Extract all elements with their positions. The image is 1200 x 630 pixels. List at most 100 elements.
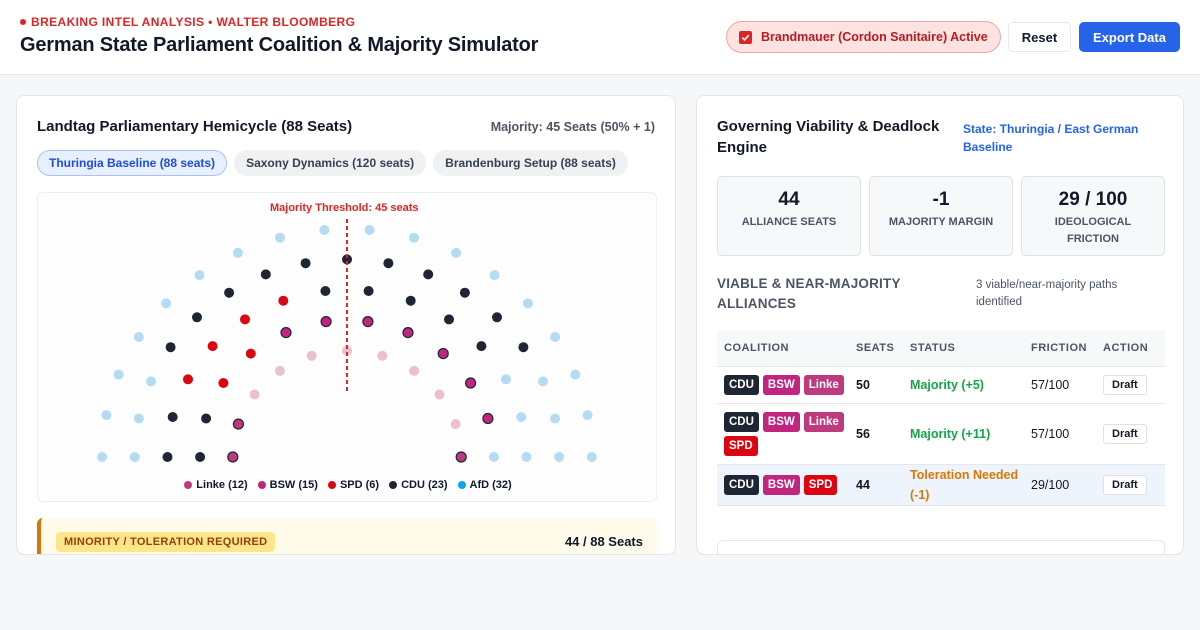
seat-dot: [501, 374, 511, 385]
tab-brandenburg[interactable]: Brandenburg Setup (88 seats): [433, 150, 628, 176]
legend-item: AfD (32): [457, 479, 512, 491]
legend-item: BSW (15): [257, 479, 318, 491]
checkbox-checked-icon[interactable]: [739, 30, 752, 44]
seat-dot: [450, 419, 461, 430]
alliances-table: COALITION SEATS STATUS FRICTION ACTION C…: [717, 330, 1165, 506]
legend-label: SPD (6): [339, 479, 380, 491]
seat-dot: [423, 269, 434, 280]
legend-dot-icon: [389, 481, 398, 489]
seat-dot: [444, 314, 454, 325]
seat-dot: [275, 232, 285, 243]
draft-button[interactable]: Draft: [1103, 474, 1147, 495]
party-pill: CDU: [724, 474, 759, 495]
stat-alliance-seats: 44 ALLIANCE SEATS: [717, 176, 861, 256]
party-pill: Linke: [803, 374, 844, 395]
tab-thuringia[interactable]: Thuringia Baseline (88 seats): [37, 150, 228, 176]
seat-dot: [207, 341, 218, 352]
seat-dot: [101, 410, 112, 421]
toleration-seats: 44 / 88 Seats: [564, 534, 643, 549]
eyebrow: BREAKING INTEL ANALYSIS • WALTER BLOOMBE…: [20, 15, 355, 29]
seat-dot: [434, 389, 445, 400]
seat-dot: [195, 452, 206, 462]
action-cell: Draft: [1103, 464, 1165, 506]
col-seats: SEATS: [856, 330, 910, 367]
seat-dot: [218, 378, 229, 388]
seat-dot: [437, 348, 449, 360]
friction-cell: 57/100: [1031, 403, 1103, 465]
legend-item: CDU (23): [389, 479, 448, 491]
seat-dot: [300, 258, 311, 269]
col-status: STATUS: [910, 330, 1031, 367]
seat-dot: [306, 350, 317, 361]
seat-dot: [522, 298, 533, 309]
stat-value: 44: [778, 189, 800, 210]
status-text: Majority (+11): [910, 426, 991, 441]
seat-dot: [320, 286, 331, 296]
app-title: German State Parliament Coalition & Majo…: [20, 34, 539, 56]
seat-dot: [319, 225, 330, 235]
seat-dot: [521, 452, 532, 462]
seat-dot: [167, 412, 178, 422]
viability-panel: Governing Viability & Deadlock Engine St…: [696, 95, 1184, 555]
seat-dot: [488, 452, 499, 462]
stat-label: ALLIANCE SEATS: [741, 216, 837, 228]
majority-text: Majority: 45 Seats (50% + 1): [490, 120, 655, 134]
seat-dot: [570, 369, 581, 380]
alliances-count: 3 viable/near-majority paths identified: [976, 279, 1118, 308]
seat-dot: [278, 295, 289, 306]
stat-ideological-friction: 29 / 100 IDEOLOGICAL FRICTION: [1021, 176, 1165, 256]
status-cell: Toleration Needed (-1): [910, 464, 1031, 506]
seat-dot: [476, 341, 487, 352]
next-card: [717, 540, 1165, 554]
seat-dot: [582, 410, 593, 421]
reset-button[interactable]: Reset: [1008, 22, 1071, 52]
seat-dot: [280, 327, 292, 339]
stat-value: -1: [932, 189, 950, 210]
seat-dot: [405, 295, 416, 306]
party-pill: BSW: [762, 411, 800, 432]
seats-cell: 56: [856, 403, 910, 465]
live-dot-icon: [20, 19, 26, 25]
table-header-row: COALITION SEATS STATUS FRICTION ACTION: [717, 330, 1165, 367]
seat-dot: [342, 345, 352, 356]
viability-title: Governing Viability & Deadlock Engine: [717, 118, 940, 156]
stat-cards: 44 ALLIANCE SEATS -1 MAJORITY MARGIN 29 …: [717, 176, 1165, 256]
draft-button[interactable]: Draft: [1103, 423, 1147, 444]
seat-dot: [455, 451, 467, 463]
seat-dot: [465, 377, 477, 389]
seat-dot: [194, 270, 205, 281]
legend-dot-icon: [457, 481, 466, 489]
status-text: Toleration Needed (-1): [910, 467, 1019, 502]
legend-label: AfD (32): [469, 479, 512, 491]
hemicycle-title: Landtag Parliamentary Hemicycle (88 Seat…: [37, 118, 353, 135]
seat-dot: [550, 332, 561, 342]
seat-dot: [554, 452, 565, 462]
brandmauer-toggle[interactable]: Brandmauer (Cordon Sanitaire) Active: [726, 21, 1001, 53]
legend-dot-icon: [327, 481, 336, 489]
seats-cell: 44: [856, 464, 910, 506]
legend-item: SPD (6): [327, 479, 380, 491]
friction-cell: 57/100: [1031, 366, 1103, 404]
seat-dot: [586, 452, 597, 462]
export-data-button[interactable]: Export Data: [1079, 22, 1180, 52]
draft-button[interactable]: Draft: [1103, 374, 1147, 395]
seat-dot: [240, 314, 250, 325]
seat-dot: [409, 232, 419, 243]
state-label: State: Thuringia / East German Baseline: [963, 122, 1139, 154]
tab-saxony[interactable]: Saxony Dynamics (120 seats): [234, 150, 427, 176]
hemicycle-svg: [97, 219, 597, 463]
party-pill: BSW: [762, 474, 800, 495]
alliances-body: CDU BSW Linke 50 Majority (+5) 57/100 Draft CDU…: [717, 366, 1165, 506]
seat-dot: [364, 225, 375, 235]
seat-dot: [362, 316, 374, 328]
stat-label: IDEOLOGICAL FRICTION: [1054, 216, 1132, 245]
seat-dot: [146, 376, 156, 387]
col-coalition: COALITION: [717, 330, 856, 367]
seat-dot: [232, 247, 243, 258]
seat-dot: [489, 270, 500, 281]
col-action: ACTION: [1103, 330, 1165, 367]
toleration-callout: MINORITY / TOLERATION REQUIRED 44 / 88 S…: [37, 518, 657, 554]
seat-dot: [260, 269, 271, 280]
table-row: CDU BSW Linke SPD 56 Majority (+11) 57/100 Draf…: [717, 403, 1165, 465]
seat-dot: [342, 254, 352, 265]
